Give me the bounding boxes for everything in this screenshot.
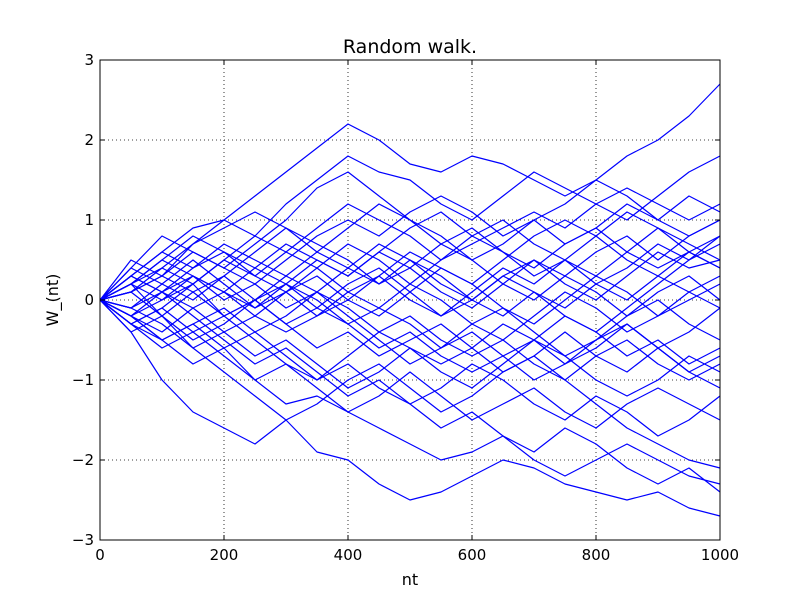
random-walk-line-20: [99, 219, 721, 309]
random-walk-line-2: [99, 299, 721, 517]
random-walk-line-30: [99, 227, 721, 317]
random-walk-line-12: [99, 211, 721, 301]
x-tick-label: 0: [95, 546, 105, 564]
random-walk-line-26: [99, 235, 721, 317]
random-walk-line-23: [99, 291, 721, 365]
random-walk-line-4: [99, 299, 721, 485]
y-tick-label: −1: [72, 371, 94, 389]
random-walk-line-11: [99, 299, 721, 429]
y-tick-label: 1: [84, 211, 94, 229]
x-tick-label: 200: [210, 546, 239, 564]
y-tick-label: −3: [72, 531, 94, 549]
y-tick-label: 2: [84, 131, 94, 149]
series-lines: [99, 83, 721, 517]
random-walk-line-28: [99, 195, 721, 301]
random-walk-line-15: [99, 299, 721, 469]
x-tick-label: 1000: [701, 546, 739, 564]
x-axis-label: nt: [402, 570, 418, 589]
y-tick-label: −2: [72, 451, 94, 469]
axis-ticks: 0 200 400 600 800 1000 3 2 1 0 −1 −2 −3: [72, 51, 739, 564]
random-walk-line-24: [99, 219, 721, 317]
random-walk-line-10: [99, 275, 721, 365]
random-walk-line-1: [99, 83, 721, 301]
random-walk-line-19: [99, 267, 721, 381]
random-walk-line-21: [99, 299, 721, 437]
random-walk-line-29: [99, 299, 721, 381]
random-walk-line-17: [99, 299, 721, 389]
random-walk-line-25: [99, 291, 721, 493]
random-walk-line-5: [99, 187, 721, 301]
x-tick-label: 800: [582, 546, 611, 564]
random-walk-line-13: [99, 267, 721, 333]
random-walk-line-22: [99, 243, 721, 317]
random-walk-line-6: [99, 251, 721, 325]
random-walk-line-27: [99, 291, 721, 381]
x-tick-label: 600: [458, 546, 487, 564]
random-walk-line-14: [99, 211, 721, 333]
y-tick-label: 3: [84, 51, 94, 69]
chart-title: Random walk.: [343, 36, 477, 58]
y-tick-label: 0: [84, 291, 94, 309]
x-tick-label: 400: [334, 546, 363, 564]
random-walk-line-18: [99, 203, 721, 309]
y-axis-label: W_(nt): [43, 274, 63, 327]
